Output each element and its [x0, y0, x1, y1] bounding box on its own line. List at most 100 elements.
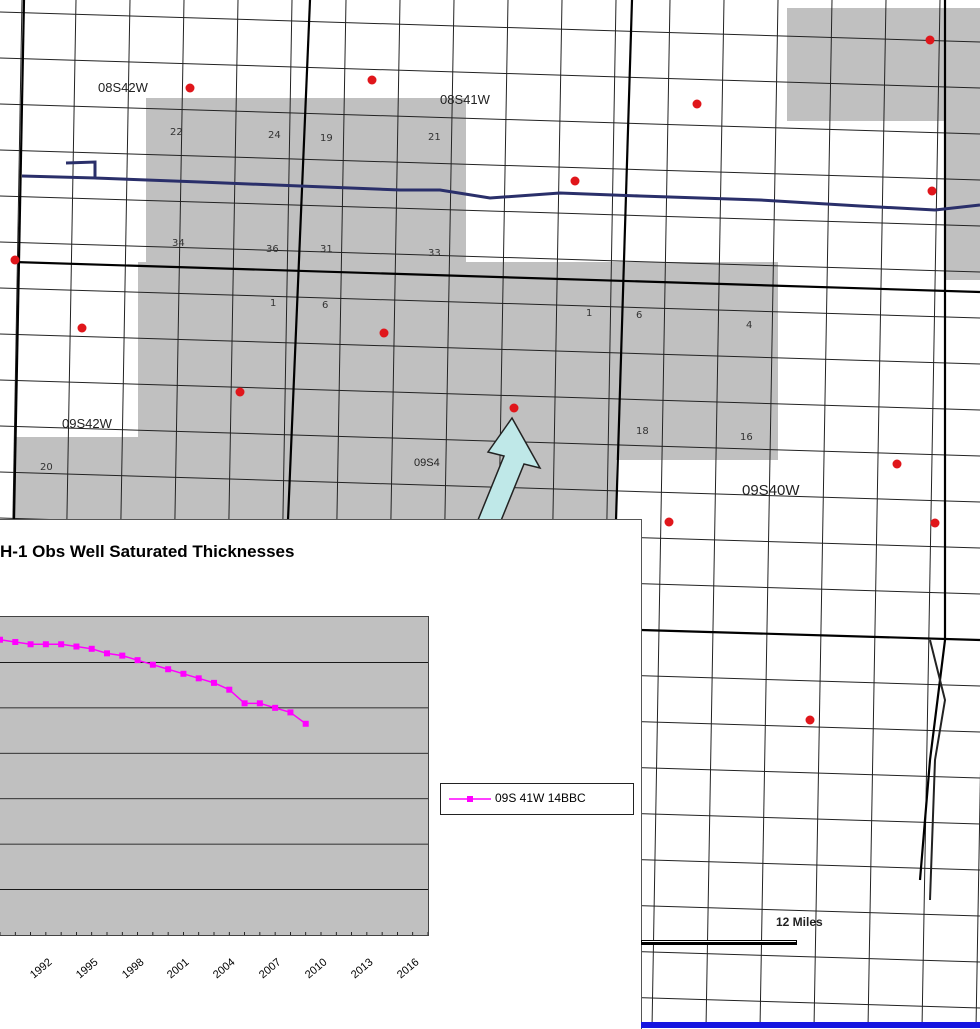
grid-line-vertical [921, 0, 941, 1028]
data-point [104, 650, 110, 657]
grid-line-horizontal [0, 287, 980, 319]
x-tick-label: 2016 [394, 956, 422, 982]
section-number: 36 [266, 244, 279, 255]
well-point[interactable] [367, 75, 377, 85]
road-line [929, 639, 947, 901]
data-point [58, 641, 65, 648]
data-point [211, 679, 217, 686]
data-point [0, 636, 3, 643]
unshaded-notch [616, 460, 786, 520]
section-number: 6 [636, 310, 642, 321]
footer-strip [641, 1022, 980, 1028]
section-number: 4 [746, 320, 752, 331]
data-point [180, 670, 187, 677]
river-line [21, 160, 980, 212]
grid-line-horizontal [0, 57, 980, 89]
data-point [119, 652, 126, 659]
x-tick-label: 1992 [27, 956, 55, 982]
plot-area [0, 616, 429, 936]
data-point [88, 645, 95, 652]
well-point[interactable] [892, 459, 902, 469]
data-point [302, 720, 309, 727]
section-number: 20 [40, 462, 53, 473]
section-number: 21 [428, 132, 441, 143]
scale-label: 12 Miles [776, 915, 823, 929]
grid-line-horizontal [0, 333, 980, 365]
grid-line-horizontal [0, 149, 980, 181]
x-tick-label: 2013 [348, 956, 376, 982]
well-points[interactable] [10, 35, 940, 725]
township-labels: 08S42W 08S41W 09S42W 09S4 09S40W [62, 80, 800, 499]
data-point [287, 709, 294, 716]
grid-line-horizontal [0, 471, 980, 503]
data-point [12, 638, 19, 645]
grid-line-vertical [705, 0, 725, 1028]
x-tick-label: 1995 [73, 956, 101, 982]
legend-label: 09S 41W 14BBC [495, 791, 586, 805]
x-tick-label: 2010 [303, 956, 330, 982]
well-point[interactable] [77, 323, 87, 333]
section-number: 6 [322, 300, 328, 311]
grid-line-vertical [813, 0, 833, 1028]
well-point[interactable] [925, 35, 935, 45]
chart-panel: H-1 Obs Well Saturated Thicknesses 1992 1… [0, 519, 642, 1029]
well-point[interactable] [185, 83, 195, 93]
data-point [134, 657, 141, 664]
grid-line-vertical [867, 0, 887, 1028]
well-point[interactable] [570, 176, 580, 186]
section-number: 18 [636, 426, 649, 437]
township-label: 09S40W [742, 482, 800, 499]
grid-line-horizontal [0, 195, 980, 227]
well-point[interactable] [10, 255, 20, 265]
data-point [165, 666, 172, 673]
section-number: 24 [268, 130, 281, 141]
x-tick-label: 1998 [119, 956, 147, 982]
data-point [27, 641, 34, 648]
data-point [272, 704, 279, 711]
township-label: 09S42W [62, 416, 113, 431]
grid-line-vertical [975, 770, 980, 1028]
well-point[interactable] [664, 517, 674, 527]
township-boundaries [12, 0, 980, 881]
grid-line-vertical [759, 0, 779, 1028]
grid-line-horizontal [0, 425, 980, 457]
x-tick-label: 2001 [165, 956, 192, 982]
township-label: 08S42W [98, 80, 149, 95]
section-number: 1 [586, 308, 592, 319]
x-tick-label: 2007 [257, 956, 284, 982]
chart-legend: 09S 41W 14BBC [440, 783, 634, 815]
well-point[interactable] [235, 387, 245, 397]
legend-swatch-icon [449, 796, 491, 802]
x-tick-label: 2004 [211, 956, 238, 982]
series-line [0, 638, 307, 725]
chart-title: H-1 Obs Well Saturated Thicknesses [0, 542, 295, 561]
x-tick-labels: 1992 1995 1998 2001 2004 2007 2010 2013 2016 [0, 946, 440, 996]
section-number: 33 [428, 248, 441, 259]
data-point [73, 643, 80, 650]
township-label: 09S4 [414, 457, 440, 469]
section-numbers: 22 24 19 21 34 36 31 33 1 6 1 6 4 18 16 … [40, 127, 753, 473]
grid-line-vertical [651, 0, 671, 1028]
well-point[interactable] [930, 518, 940, 528]
well-point[interactable] [927, 186, 937, 196]
section-number: 1 [270, 298, 276, 309]
data-point [226, 686, 233, 693]
data-point [256, 700, 263, 707]
section-number: 22 [170, 127, 183, 138]
section-number: 34 [172, 238, 185, 249]
section-number: 19 [320, 133, 333, 144]
section-number: 16 [740, 432, 753, 443]
grid-line-horizontal [0, 103, 980, 135]
data-point [195, 675, 202, 682]
well-point-selected[interactable] [509, 403, 519, 413]
grid-line-horizontal [0, 11, 980, 43]
well-point[interactable] [692, 99, 702, 109]
township-label: 08S41W [440, 92, 491, 107]
well-point[interactable] [805, 715, 815, 725]
section-number: 31 [320, 244, 333, 255]
scale-bar [641, 940, 797, 945]
grid-line-horizontal [0, 241, 980, 273]
data-point [149, 661, 156, 668]
data-point [241, 700, 248, 707]
well-point[interactable] [379, 328, 389, 338]
